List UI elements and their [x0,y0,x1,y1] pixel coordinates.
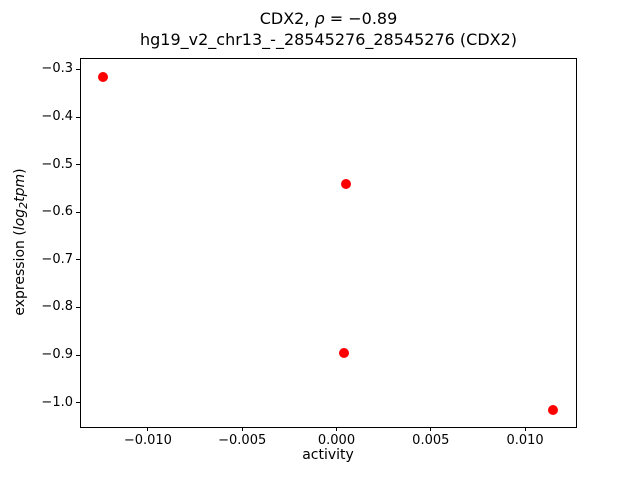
y-tick-label: −0.5 [41,156,73,172]
x-tick-label: 0.000 [317,433,356,448]
y-tick-mark [76,402,80,404]
y-tick-label: −0.3 [41,61,73,77]
y-tick-mark [76,259,80,261]
y-tick-label: −0.9 [41,347,73,363]
chart-title-line1: CDX2, ρ = −0.89 [80,8,577,29]
title-rho-value: = −0.89 [324,9,398,28]
y-tick-mark [76,116,80,118]
x-tick-mark [335,427,337,431]
chart-title: CDX2, ρ = −0.89 hg19_v2_chr13_-_28545276… [80,8,577,50]
data-point [340,178,351,189]
y-tick-label: −1.0 [41,394,73,410]
y-tick-label: −0.6 [41,204,73,220]
data-point [97,71,108,82]
x-tick-mark [241,427,243,431]
y-tick-mark [76,306,80,308]
y-tick-mark [76,164,80,166]
x-tick-label: −0.010 [123,433,172,448]
chart-title-line2: hg19_v2_chr13_-_28545276_28545276 (CDX2) [139,30,518,49]
title-gene-prefix: CDX2, [259,9,315,28]
x-tick-mark [524,427,526,431]
data-point [339,347,350,358]
x-tick-label: 0.010 [506,433,544,448]
x-axis-label: activity [302,447,354,463]
x-tick-label: −0.005 [218,433,267,448]
y-axis-label: expression (log2tpm) [12,168,30,315]
x-tick-mark [430,427,432,431]
y-axis-label-tpm: tpm [12,173,28,202]
y-tick-mark [76,211,80,213]
y-tick-mark [76,68,80,70]
plot-area [80,58,577,428]
y-tick-mark [76,354,80,356]
data-point [548,404,559,415]
title-rho-symbol: ρ [314,9,325,28]
y-tick-label: −0.4 [41,109,73,125]
x-tick-label: 0.005 [412,433,450,448]
y-tick-label: −0.8 [41,299,73,315]
y-tick-label: −0.7 [41,251,73,267]
x-tick-mark [147,427,149,431]
